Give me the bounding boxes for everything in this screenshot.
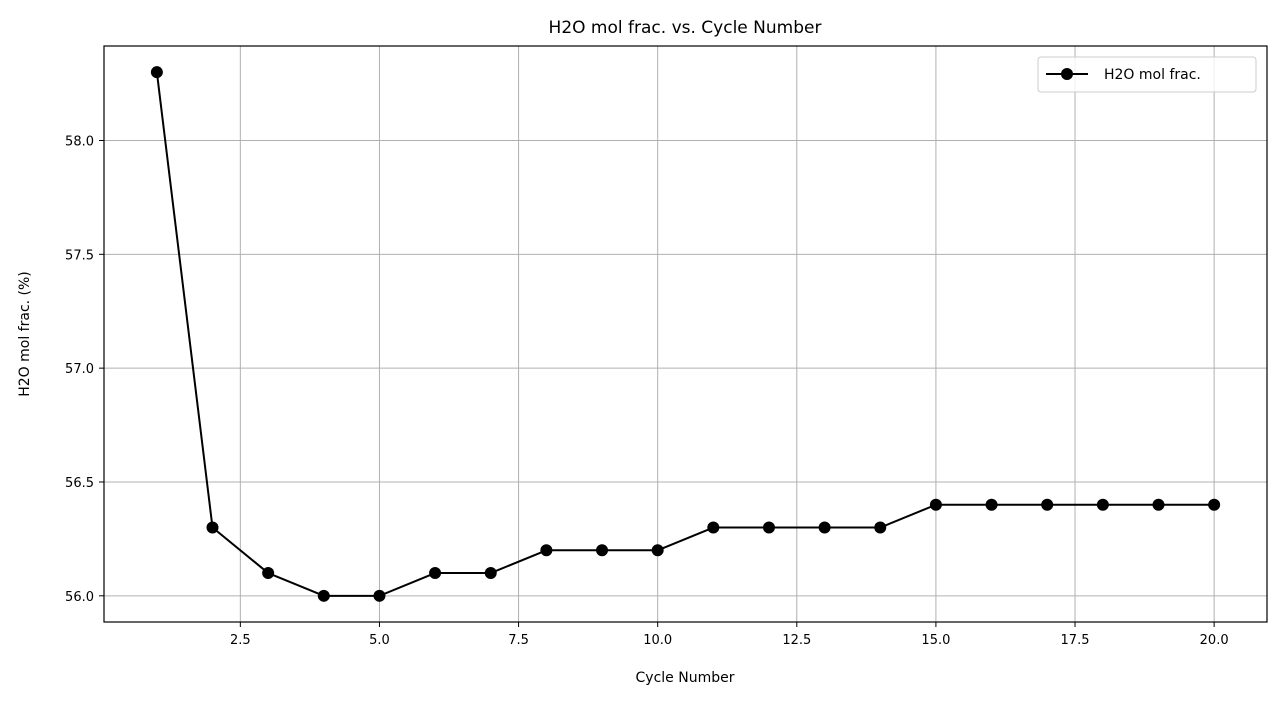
x-tick-label: 12.5 <box>782 633 811 648</box>
y-axis-title: H2O mol frac. (%) <box>17 271 33 397</box>
data-point <box>985 498 998 511</box>
legend-box <box>1037 56 1257 93</box>
y-tick-label: 56.5 <box>65 476 94 491</box>
legend-marker-swatch <box>1061 68 1073 80</box>
data-point <box>206 521 219 534</box>
data-point <box>484 567 497 580</box>
y-tick-label: 56.0 <box>65 590 94 605</box>
data-point <box>1152 498 1165 511</box>
series-layer <box>150 66 1221 602</box>
ticks: 2.5 5.0 7.5 10.0 12.5 15.0 17.5 20.0 56.0 56.5 57.… <box>65 134 1229 648</box>
data-point <box>262 567 275 580</box>
y-tick-label: 58.0 <box>65 134 94 149</box>
grid-lines <box>104 46 1267 622</box>
data-point <box>651 544 664 557</box>
x-tick-label: 15.0 <box>921 633 950 648</box>
legend: H2O mol frac. <box>1037 56 1257 93</box>
data-point <box>540 544 553 557</box>
x-tick-label: 2.5 <box>230 633 251 648</box>
data-point <box>1041 498 1054 511</box>
x-tick-label: 17.5 <box>1061 633 1090 648</box>
x-tick-label: 5.0 <box>369 633 390 648</box>
x-tick-label: 10.0 <box>643 633 672 648</box>
y-tick-label: 57.5 <box>65 248 94 263</box>
data-point <box>429 567 442 580</box>
data-point <box>874 521 887 534</box>
legend-label: H2O mol frac. <box>1104 67 1201 83</box>
data-point <box>762 521 775 534</box>
data-point <box>707 521 720 534</box>
chart-title: H2O mol frac. vs. Cycle Number <box>549 18 822 38</box>
data-point <box>596 544 609 557</box>
y-tick-label: 57.0 <box>65 362 94 377</box>
series-line <box>155 72 1215 597</box>
data-point <box>373 589 386 602</box>
data-point <box>818 521 831 534</box>
x-axis-title: Cycle Number <box>636 670 735 686</box>
data-point <box>1208 498 1221 511</box>
plot-frame <box>103 45 1268 623</box>
data-point <box>317 589 330 602</box>
x-tick-label: 20.0 <box>1200 633 1229 648</box>
x-tick-label: 7.5 <box>508 633 529 648</box>
data-point <box>1096 498 1109 511</box>
data-point <box>929 498 942 511</box>
data-point <box>150 66 163 79</box>
